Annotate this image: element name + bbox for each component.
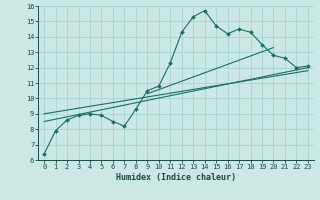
X-axis label: Humidex (Indice chaleur): Humidex (Indice chaleur) bbox=[116, 173, 236, 182]
